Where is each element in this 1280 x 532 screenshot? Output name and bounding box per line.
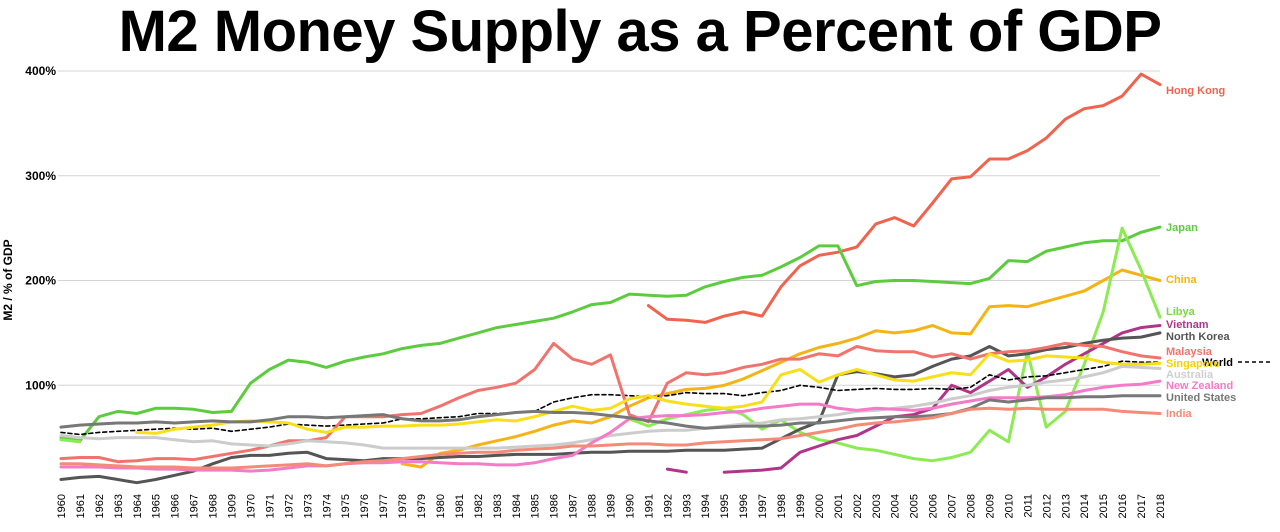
x-tick-label: 1992: [662, 494, 674, 518]
x-tick-label: 1960: [56, 494, 68, 518]
x-tick-label: 1974: [321, 494, 333, 518]
y-tick-label: 100%: [25, 378, 56, 392]
series-line-libya: [59, 226, 1162, 463]
gridlines: [58, 70, 1160, 386]
y-tick-label: 300%: [25, 169, 56, 183]
x-tick-label: 2013: [1060, 494, 1072, 518]
series-line-world: [60, 360, 1161, 436]
x-tick-label: 1993: [681, 494, 693, 518]
x-tick-label: 1968: [208, 494, 220, 518]
y-axis-label: M2 / % of GDP: [1, 239, 15, 320]
series-line-india: [59, 406, 1162, 470]
series-label-india: India: [1166, 408, 1193, 420]
x-tick-label: 1983: [492, 494, 504, 518]
x-tick-label: 2012: [1041, 494, 1053, 518]
series-label-world: World: [1202, 357, 1233, 369]
x-tick-label: 1985: [530, 494, 542, 518]
x-tick-label: 1975: [340, 494, 352, 518]
x-tick-label: 1909: [227, 494, 239, 518]
x-tick-label: 2008: [966, 494, 978, 518]
x-tick-label: 1976: [359, 494, 371, 518]
series-line-united-states: [59, 394, 1162, 430]
x-tick-label: 2005: [909, 494, 921, 518]
x-tick-label: 1987: [568, 494, 580, 518]
x-tick-label: 1990: [624, 494, 636, 518]
x-tick-label: 2006: [928, 494, 940, 518]
x-tick-label: 1978: [397, 494, 409, 518]
series-label-libya: Libya: [1166, 306, 1196, 318]
x-tick-label: 1998: [776, 494, 788, 518]
series-line-new-zealand: [59, 379, 1162, 473]
x-tick-label: 1961: [75, 494, 87, 518]
x-tick-label: 2009: [984, 494, 996, 518]
x-tick-label: 1980: [435, 494, 447, 518]
x-axis-ticks: 1960 1961 1962 1963 1964 1965 1966 1967 1968 1909…: [56, 494, 1167, 518]
series-line-singapore: [135, 352, 1162, 435]
x-tick-label: 1994: [700, 494, 712, 518]
x-tick-label: 1972: [283, 494, 295, 518]
x-tick-label: 1988: [587, 494, 599, 518]
x-tick-label: 1989: [606, 494, 618, 518]
series-line-japan: [59, 225, 1162, 443]
x-tick-label: 1981: [454, 494, 466, 518]
chart-title: M2 Money Supply as a Percent of GDP: [118, 0, 1162, 64]
y-tick-label: 200%: [25, 274, 56, 288]
x-tick-label: 2004: [890, 494, 902, 518]
x-tick-label: 2016: [1117, 494, 1129, 518]
x-tick-label: 1965: [151, 494, 163, 518]
series-label-hong-kong: Hong Kong: [1166, 85, 1225, 97]
x-tick-label: 1991: [643, 494, 655, 518]
x-tick-label: 1962: [94, 494, 106, 518]
x-tick-label: 2001: [833, 494, 845, 518]
series-label-singapore: Singapore: [1166, 358, 1220, 370]
series-label-new-zealand: New Zealand: [1166, 380, 1233, 392]
x-tick-label: 2017: [1136, 494, 1148, 518]
series-line-malaysia: [59, 341, 1162, 464]
x-tick-label: 2002: [852, 494, 864, 518]
series-line-australia: [59, 364, 1162, 450]
x-tick-label: 1963: [113, 494, 125, 518]
y-axis-ticks: 100% 200% 300% 400%: [25, 64, 56, 392]
series-lines: [59, 72, 1162, 485]
x-tick-label: 1979: [416, 494, 428, 518]
x-tick-label: 1971: [264, 494, 276, 518]
x-tick-label: 1996: [738, 494, 750, 518]
series-line-north-korea: [59, 331, 1162, 485]
x-tick-label: 1995: [719, 494, 731, 518]
x-tick-label: 1977: [378, 494, 390, 518]
series-label-china: China: [1166, 274, 1197, 286]
x-tick-label: 2014: [1079, 494, 1091, 518]
x-tick-label: 1966: [170, 494, 182, 518]
y-tick-label: 400%: [25, 64, 56, 78]
x-tick-label: 1970: [245, 494, 257, 518]
series-label-united-states: United States: [1166, 392, 1236, 404]
x-tick-label: 1999: [795, 494, 807, 518]
series-label-australia: Australia: [1166, 369, 1214, 381]
x-tick-label: 1964: [132, 494, 144, 518]
x-tick-label: 2000: [814, 494, 826, 518]
x-tick-label: 2003: [871, 494, 883, 518]
x-tick-label: 1967: [189, 494, 201, 518]
x-tick-label: 2018: [1155, 494, 1167, 518]
x-tick-label: 1986: [549, 494, 561, 518]
series-line-vietnam: [665, 324, 1162, 474]
x-tick-label: 1982: [473, 494, 485, 518]
x-tick-label: 2011: [1022, 494, 1034, 518]
series-label-north-korea: North Korea: [1166, 331, 1230, 343]
x-tick-label: 1973: [302, 494, 314, 518]
x-tick-label: 2007: [947, 494, 959, 518]
x-tick-label: 2015: [1098, 494, 1110, 518]
series-label-vietnam: Vietnam: [1166, 319, 1209, 331]
x-tick-label: 1997: [757, 494, 769, 518]
series-line-china: [400, 268, 1162, 469]
series-label-japan: Japan: [1166, 222, 1198, 234]
x-tick-label: 2010: [1003, 494, 1015, 518]
series-label-malaysia: Malaysia: [1166, 346, 1213, 358]
x-tick-label: 1984: [511, 494, 523, 518]
series-line-hong-kong: [646, 72, 1162, 324]
